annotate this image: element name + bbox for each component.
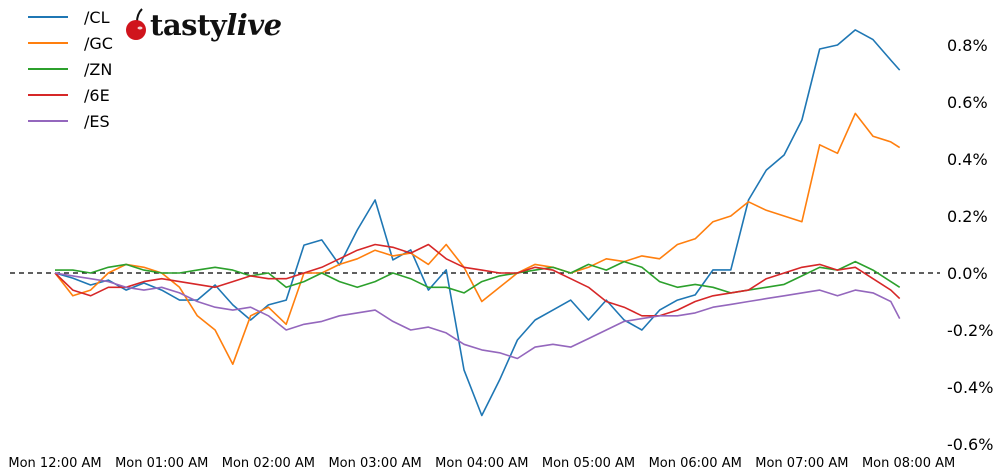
logo-part-live: live [226, 8, 282, 42]
series-line-es [54, 272, 901, 360]
y-tick-label: -0.6% [947, 435, 993, 454]
legend-swatch [28, 42, 68, 44]
y-axis-ticks: -0.6% -0.4% -0.2% 0.0% 0.2% 0.4% 0.6% 0.8% [947, 36, 993, 454]
legend-label: /CL [84, 7, 110, 27]
y-tick-label: 0.6% [947, 93, 988, 112]
legend-swatch [28, 16, 68, 18]
legend-swatch [28, 94, 68, 96]
x-tick-label: Mon 04:00 AM [435, 456, 528, 471]
series-line-6e [54, 243, 901, 317]
legend-label: /GC [84, 33, 113, 53]
legend-label: /ZN [84, 59, 113, 79]
series-line-gc [54, 112, 901, 366]
legend-label: /6E [84, 85, 110, 105]
legend-label: /ES [84, 111, 110, 131]
legend-item-6e: /6E [28, 82, 113, 108]
legend: /CL /GC /ZN /6E /ES [28, 4, 113, 134]
x-tick-label: Mon 02:00 AM [222, 456, 315, 471]
series-line-cl [54, 29, 901, 417]
logo-wordmark: tastylive [150, 8, 282, 42]
x-tick-label: Mon 01:00 AM [115, 456, 208, 471]
x-tick-label: Mon 08:00 AM [862, 456, 955, 471]
legend-item-cl: /CL [28, 4, 113, 30]
legend-item-zn: /ZN [28, 56, 113, 82]
cherry-icon [126, 8, 146, 40]
x-tick-label: Mon 05:00 AM [542, 456, 635, 471]
y-tick-label: 0.0% [947, 264, 988, 283]
x-axis-ticks: Mon 12:00 AM Mon 01:00 AM Mon 02:00 AM Mon … [8, 456, 955, 471]
logo-part-tasty: tasty [150, 8, 227, 42]
series-layer [54, 29, 901, 417]
tastylive-logo: tastylive [122, 8, 282, 42]
y-tick-label: 0.2% [947, 207, 988, 226]
legend-swatch [28, 68, 68, 70]
x-tick-label: Mon 06:00 AM [649, 456, 742, 471]
legend-item-gc: /GC [28, 30, 113, 56]
x-tick-label: Mon 07:00 AM [755, 456, 848, 471]
y-tick-label: 0.4% [947, 150, 988, 169]
x-tick-label: Mon 12:00 AM [8, 456, 101, 471]
x-tick-label: Mon 03:00 AM [328, 456, 421, 471]
legend-item-es: /ES [28, 108, 113, 134]
series-line-zn [55, 260, 901, 294]
y-tick-label: -0.2% [947, 321, 993, 340]
y-tick-label: 0.8% [947, 36, 988, 55]
legend-swatch [28, 120, 68, 122]
y-tick-label: -0.4% [947, 378, 993, 397]
